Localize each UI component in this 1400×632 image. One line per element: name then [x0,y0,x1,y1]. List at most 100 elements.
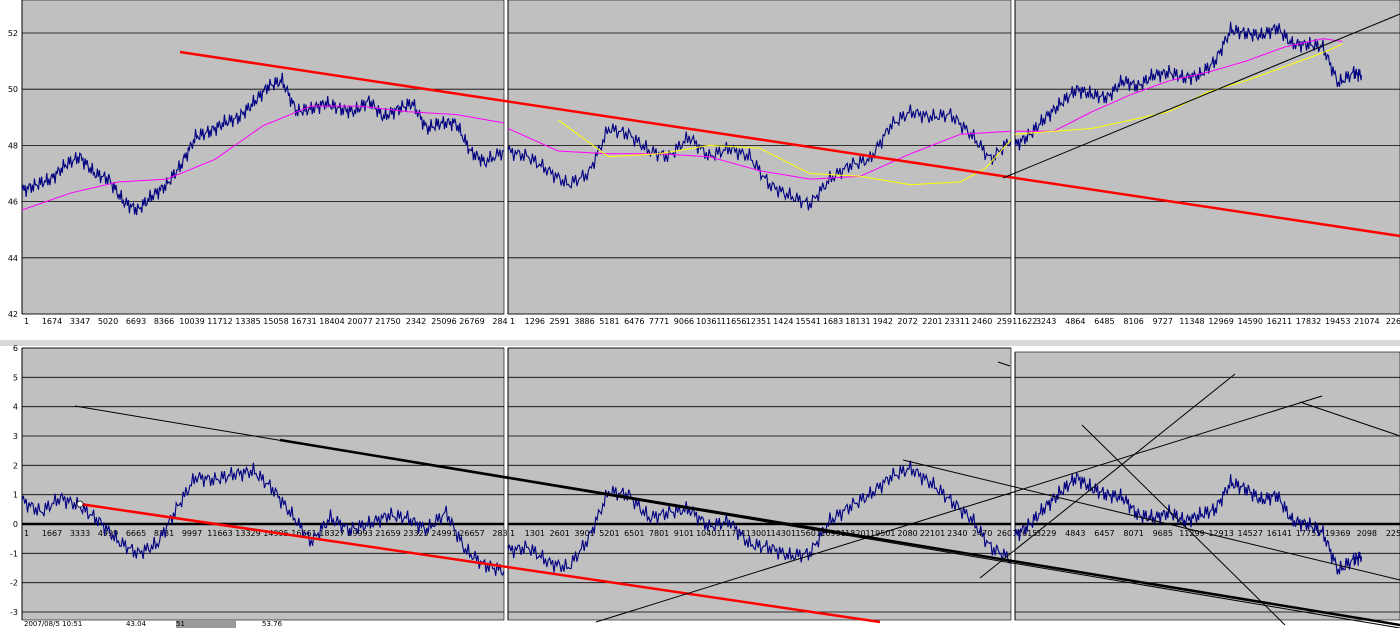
x-tick-label: 12351 [746,317,771,326]
trendline-anchor-handle [76,500,84,508]
series-line-yellow [558,119,1012,186]
x-tick-label: 15541 [795,317,820,326]
x-tick-label: 13329 [235,529,260,538]
x-tick-label: 2342 [406,317,426,326]
x-tick-label: 1424 [773,317,793,326]
trendline-short-bottom [1299,401,1400,437]
x-tick-label: 2072 [897,317,917,326]
trendline-rising-bottom [595,395,1323,623]
trendline-red-bottom [79,502,881,624]
x-tick-label: 6457 [1094,529,1114,538]
top-panel-1: 42 44 46 48 50 52 1 1674 3347 5020 6693 8366 10039 11… [8,0,508,326]
x-tick-label: 9727 [1153,317,1173,326]
x-tick-label: 2601 [550,529,570,538]
status-cell-value-b: 51 [176,620,236,628]
plot-area [21,0,505,315]
x-tick-label: 4999 [98,529,118,538]
trendline-black-top [1002,13,1400,179]
x-tick-label: 1683 [823,317,843,326]
x-tick-label: 1667 [42,529,62,538]
trendline-steep-bottom [979,373,1236,579]
x-tick-label: 11656 [721,317,746,326]
series-line-magenta [1015,38,1343,132]
x-tick-label: 283 [492,529,507,538]
x-tick-label: 14590 [1238,317,1263,326]
x-tick-label: 23311 [945,317,970,326]
x-tick-label: 7801 [649,529,669,538]
x-tick-label: 8071 [1123,529,1143,538]
x-tick-label: 12913 [1208,529,1233,538]
x-tick-label: 284 [492,317,507,326]
x-tick-label: 18201 [845,529,870,538]
series-line-magenta [21,105,505,211]
series-line-navy [1014,21,1363,151]
x-tick-label: 1 [510,529,515,538]
x-tick-label: 6476 [624,317,644,326]
trendline-fragment [997,361,1011,367]
x-tick-label: 16731 [291,317,316,326]
series-line-navy [507,104,1012,211]
series-line-navy [507,460,1012,573]
y-tick-label: 48 [8,141,18,150]
x-tick-label: 4864 [1065,317,1085,326]
x-tick-label: 12969 [1208,317,1233,326]
x-tick-label: 23325 [403,529,428,538]
x-tick-label: 1 [510,317,515,326]
series-line-navy [1014,472,1363,575]
x-tick-label: 1 [24,529,29,538]
x-tick-label: 1674 [42,317,62,326]
y-tick-label: 2 [13,461,18,470]
x-tick-label: 2601 [997,529,1017,538]
x-tick-label: 2098 [1357,529,1377,538]
x-tick-label: 26769 [459,317,484,326]
x-tick-label: 2591 [550,317,570,326]
x-tick-label: 2591 [997,317,1017,326]
x-tick-label: 2340 [947,529,967,538]
y-tick-label: 4 [13,403,18,412]
x-tick-label: 4843 [1065,529,1085,538]
x-tick-label: 5181 [599,317,619,326]
x-tick-label: 2460 [972,317,992,326]
x-tick-label: 1 [24,317,29,326]
y-tick-label: 3 [13,432,18,441]
status-cell-datetime: 2007/08/5 10:51 [24,620,83,628]
x-tick-label: 8331 [154,529,174,538]
x-tick-label: 13001 [746,529,771,538]
status-cell-value-a: 43.04 [126,620,147,628]
x-tick-label: 1296 [525,317,545,326]
y-tick-label: 50 [8,85,18,94]
x-tick-label: 19501 [870,529,895,538]
x-tick-label: 1942 [873,317,893,326]
x-tick-label: 9685 [1153,529,1173,538]
x-tick-label: 7771 [649,317,669,326]
x-tick-label: 8366 [154,317,174,326]
x-tick-label: 20077 [347,317,372,326]
series-line-navy [21,72,505,216]
x-tick-label: 16211 [1267,317,1292,326]
x-tick-label: 10039 [179,317,204,326]
x-tick-label: 25096 [431,317,456,326]
x-tick-label: 21659 [375,529,400,538]
trendline-channel-bottom [902,459,1400,581]
panel-divider [0,340,1400,346]
y-tick-label: 52 [8,29,18,38]
y-tick-label: 5 [13,373,18,382]
x-tick-label: 3229 [1036,529,1056,538]
y-tick-label: 6 [13,344,18,353]
x-tick-label: 2259 [1386,529,1400,538]
x-tick-label: 5020 [98,317,118,326]
x-tick-label: 18131 [845,317,870,326]
x-tick-label: 11701 [721,529,746,538]
x-tick-label: 16141 [1267,529,1292,538]
x-tick-label: 17832 [1296,317,1321,326]
top-panel-2: 1 1296 2591 3886 5181 6476 7771 9066 10361 11656 1… [507,0,1017,326]
x-tick-label: 19453 [1325,317,1350,326]
x-tick-label: 19993 [347,529,372,538]
x-tick-label: 9066 [674,317,694,326]
x-tick-label: 11663 [207,529,232,538]
plot-area [21,347,505,621]
x-tick-label: 1615 [1017,529,1037,538]
x-tick-label: 22101 [920,529,945,538]
trendline-red-top [179,50,1400,238]
